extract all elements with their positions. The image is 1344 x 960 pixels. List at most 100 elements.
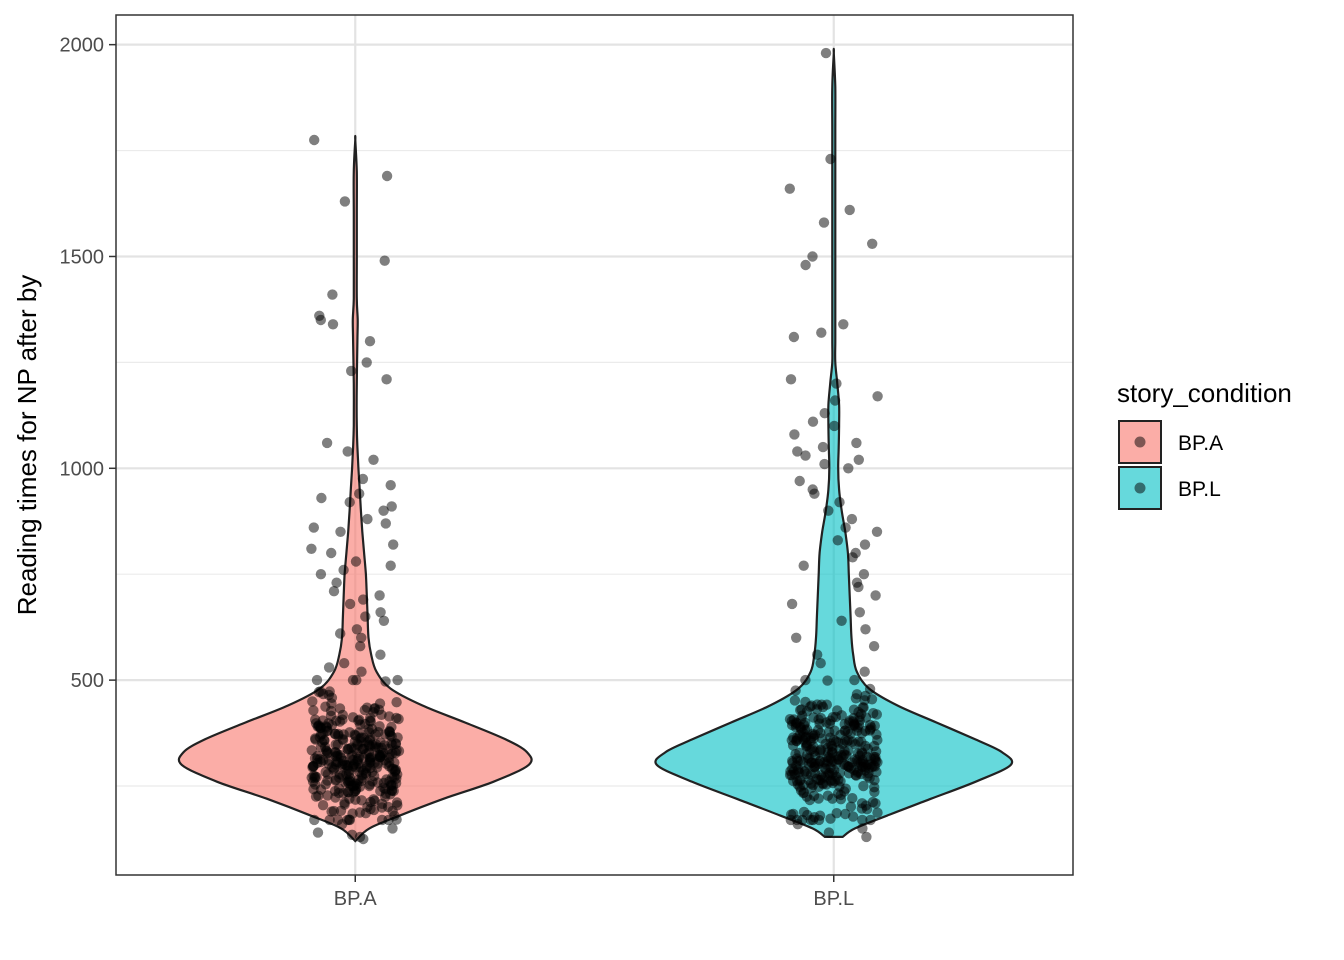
data-point [389,757,400,768]
data-point [358,594,369,605]
data-point [811,704,823,715]
data-point [335,628,346,639]
data-point [309,134,320,146]
data-point [823,505,834,516]
data-point [392,800,403,811]
data-point [850,547,861,559]
data-point [866,761,877,773]
data-point [812,649,823,660]
data-point [386,785,397,796]
data-point [858,569,870,580]
data-point [794,729,805,741]
data-point [790,685,801,696]
data-point [800,259,811,271]
data-point [792,446,803,457]
data-point [375,607,386,618]
data-point [829,395,841,406]
data-point [818,217,830,228]
x-axis: BP.A BP.L [334,875,854,910]
data-point [361,702,373,713]
data-point [342,446,353,457]
data-point [321,722,332,733]
data-point [309,814,320,826]
y-tick-label: 1500 [60,246,105,268]
data-point [820,47,832,59]
legend-label-bp-a: BP.A [1178,432,1223,455]
data-point [356,666,367,677]
data-point [845,728,856,739]
data-point [360,767,371,779]
data-point [387,823,398,834]
points-bp-l [784,47,883,843]
data-point [848,704,860,715]
data-point [851,770,862,781]
data-point [361,357,372,368]
data-point [845,801,857,812]
data-point [834,497,845,508]
data-point [389,810,400,821]
data-point [817,441,829,453]
data-point [327,319,339,330]
data-point [332,739,343,750]
y-tick-label: 500 [71,670,104,692]
plot-panel-border [115,14,1074,876]
data-point [385,560,396,571]
data-point [344,497,355,508]
data-point [862,771,873,782]
data-point [385,480,396,491]
data-point [350,794,361,805]
data-point [378,615,390,626]
data-point [351,779,363,790]
data-point [361,748,372,759]
data-point [391,697,402,708]
data-point [789,695,801,706]
data-point [316,492,327,504]
data-point [360,611,371,622]
data-point [368,454,379,465]
data-point [847,716,859,727]
data-point [330,728,341,740]
data-point [865,814,876,826]
data-point [334,703,346,714]
data-point [351,624,363,635]
data-point [849,674,860,686]
data-point [871,526,883,537]
data-point [821,759,832,770]
data-point [870,746,882,757]
data-point [813,793,824,804]
data-point [350,556,362,567]
data-point [847,811,859,822]
data-point [360,808,371,819]
data-point [795,785,807,796]
data-point [362,513,373,525]
data-point [324,686,335,697]
data-point [860,690,871,702]
data-point [344,598,356,610]
data-point [312,827,324,838]
data-point [825,153,836,165]
data-point [789,429,800,440]
data-point [364,336,376,347]
points-bp-a [306,134,405,845]
data-point [785,374,797,385]
data-point [376,709,387,720]
data-point [825,738,836,749]
data-point [374,590,385,601]
data-point [807,251,818,262]
data-point [349,743,360,754]
data-point [868,641,880,652]
y-tick-label: 1000 [60,458,105,480]
data-point [792,819,803,830]
data-point [857,814,868,826]
data-point [794,775,805,786]
data-point [324,814,335,826]
data-point [384,726,395,738]
legend-title: story_condition [1117,378,1292,408]
data-point [330,775,341,786]
data-point [853,454,864,465]
data-point [323,662,335,673]
data-point [380,676,391,687]
data-point [794,475,805,487]
data-point [807,484,818,495]
data-point [356,632,367,643]
